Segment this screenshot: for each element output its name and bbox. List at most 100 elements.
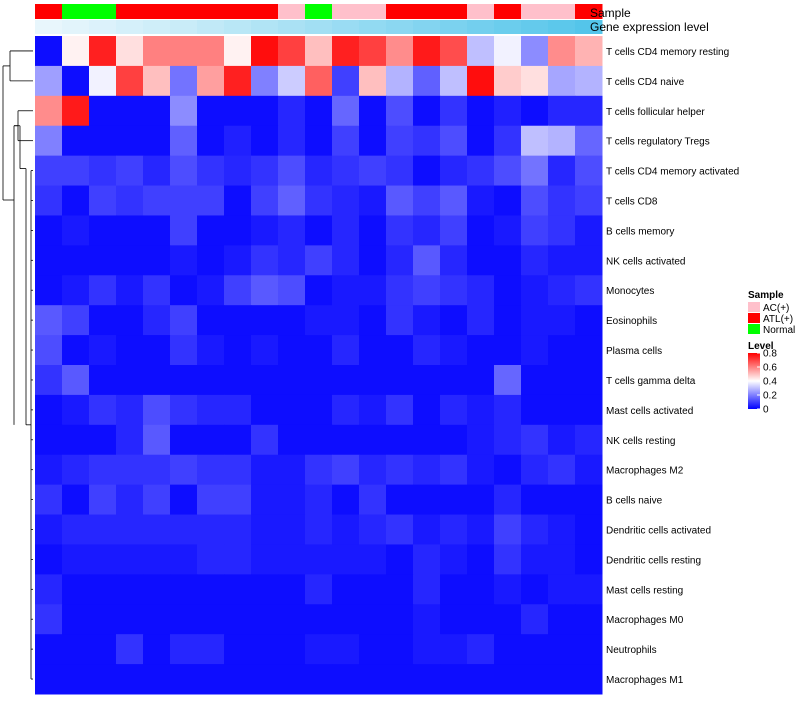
sample-annotation-cell <box>251 4 279 19</box>
heatmap-cell <box>494 394 522 426</box>
row-label: Monocytes <box>606 286 654 297</box>
heatmap-cell <box>251 454 279 486</box>
heatmap-cell <box>143 544 171 575</box>
heatmap-cell <box>143 365 171 396</box>
heatmap-cell <box>575 664 603 695</box>
heatmap-cell <box>170 65 198 97</box>
heatmap-cell <box>575 185 603 216</box>
heatmap-cell <box>548 664 576 695</box>
heatmap-cell <box>197 604 225 635</box>
row-label: B cells naive <box>606 496 663 507</box>
heatmap-cell <box>494 664 522 695</box>
heatmap-cell <box>332 574 360 605</box>
row-labels: T cells CD4 memory resting T cells CD4 na… <box>606 47 739 686</box>
heatmap-cell <box>386 365 414 396</box>
heatmap-cell <box>548 544 576 575</box>
heatmap-cell <box>521 454 549 486</box>
heatmap-cell <box>359 514 387 545</box>
heatmap-cell <box>413 36 441 67</box>
heatmap-cell <box>278 36 306 67</box>
heatmap-cell <box>494 634 522 665</box>
heatmap-cell <box>170 514 198 545</box>
heatmap-cell <box>224 335 252 366</box>
heatmap-cell <box>170 335 198 366</box>
heatmap-cell <box>251 185 279 216</box>
heatmap-cell <box>116 424 144 456</box>
heatmap-cell <box>359 394 387 426</box>
expression-annotation-cell <box>575 20 603 34</box>
heatmap-cell <box>35 424 63 456</box>
heatmap-cell <box>359 275 387 306</box>
row-label: Dendritic cells activated <box>606 526 711 537</box>
heatmap-cell <box>575 245 603 276</box>
heatmap-cell <box>224 514 252 545</box>
heatmap-cell <box>521 305 549 336</box>
heatmap-cell <box>89 95 117 127</box>
heatmap-cell <box>548 514 576 545</box>
heatmap-cell <box>251 634 279 665</box>
heatmap-cell <box>548 185 576 216</box>
heatmap-cell <box>548 574 576 605</box>
heatmap-cell <box>305 394 333 426</box>
heatmap-cell <box>197 125 225 157</box>
heatmap-cell <box>143 275 171 306</box>
heatmap-cell <box>62 185 90 216</box>
heatmap-cell <box>116 454 144 486</box>
heatmap-cell <box>35 155 63 187</box>
heatmap-cell <box>575 544 603 575</box>
heatmap-cell <box>170 275 198 306</box>
heatmap-cell <box>548 335 576 366</box>
heatmap-cell <box>521 95 549 127</box>
row-dendrogram <box>2 50 33 680</box>
expression-annotation-cell <box>278 20 306 34</box>
heatmap-cell <box>278 484 306 516</box>
expression-annotation-cell <box>467 20 495 34</box>
heatmap-cell <box>305 275 333 306</box>
heatmap-cell <box>278 574 306 605</box>
heatmap-cell <box>251 36 279 67</box>
heatmap-cell <box>548 305 576 336</box>
heatmap-cell <box>332 275 360 306</box>
heatmap-cell <box>278 305 306 336</box>
heatmap-cell <box>35 514 63 545</box>
heatmap-cell <box>332 36 360 67</box>
heatmap-cell <box>305 424 333 456</box>
row-label: B cells memory <box>606 226 674 237</box>
row-label: Eosinophils <box>606 316 657 327</box>
heatmap-cell <box>494 604 522 635</box>
heatmap-cell <box>521 514 549 545</box>
heatmap-cell <box>197 245 225 276</box>
expression-annotation-cell <box>548 20 576 34</box>
heatmap-cell <box>413 394 441 426</box>
heatmap-cell <box>89 36 117 67</box>
heatmap-cell <box>35 664 63 695</box>
expression-annotation-cell <box>170 20 198 34</box>
heatmap-cell <box>251 95 279 127</box>
heatmap-cell <box>440 215 468 246</box>
heatmap-cell <box>440 514 468 545</box>
heatmap-cell <box>332 544 360 575</box>
row-label: T cells CD4 memory activated <box>606 167 739 178</box>
heatmap-cell <box>386 36 414 67</box>
heatmap-cell <box>575 394 603 426</box>
row-label: T cells CD8 <box>606 197 658 208</box>
heatmap-cell <box>143 305 171 336</box>
row-label: T cells follicular helper <box>606 107 705 118</box>
heatmap-cell <box>359 245 387 276</box>
heatmap-cell <box>62 484 90 516</box>
heatmap-cell <box>170 215 198 246</box>
heatmap-cell <box>440 185 468 216</box>
heatmap-cell <box>413 305 441 336</box>
heatmap-cell <box>494 65 522 97</box>
heatmap-cell <box>170 664 198 695</box>
heatmap-cell <box>143 155 171 187</box>
heatmap-cell <box>197 365 225 396</box>
heatmap-cell <box>413 185 441 216</box>
heatmap-cell <box>35 634 63 665</box>
heatmap-cell <box>197 394 225 426</box>
heatmap-cell <box>548 215 576 246</box>
level-tick-label: 0 <box>763 405 769 416</box>
heatmap-cell <box>251 125 279 157</box>
heatmap-cell <box>413 574 441 605</box>
heatmap-cell <box>413 215 441 246</box>
